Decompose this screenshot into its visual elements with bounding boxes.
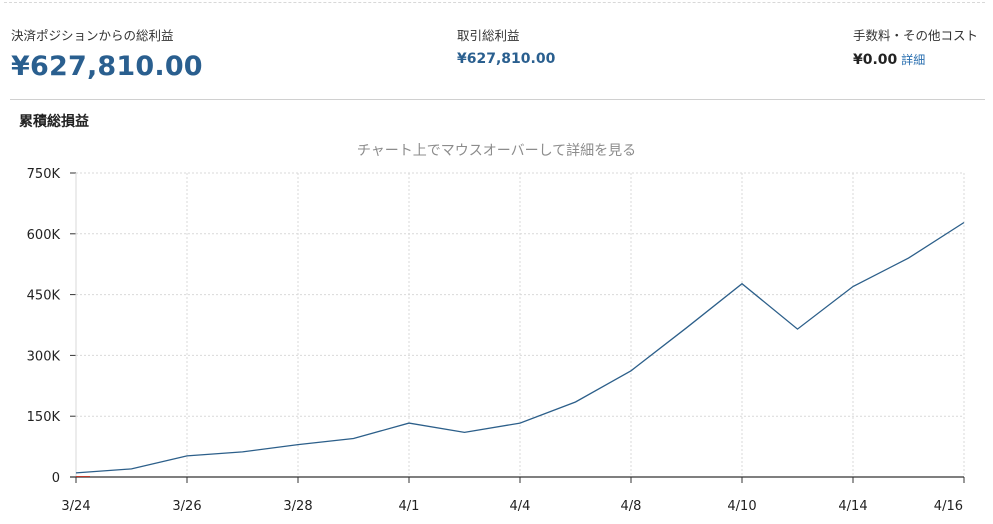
data-point[interactable]: [295, 442, 301, 448]
data-point[interactable]: [184, 453, 190, 459]
data-point[interactable]: [462, 429, 468, 435]
data-point[interactable]: [406, 420, 412, 426]
y-tick-label: 300K: [27, 349, 61, 364]
data-point[interactable]: [628, 368, 634, 374]
series-line[interactable]: [75, 221, 965, 474]
data-point[interactable]: [850, 283, 856, 289]
y-axis-tick-labels: 0 150K 300K 450K 600K 750K: [27, 167, 61, 486]
top-rule: [4, 2, 985, 3]
x-tick-label: 4/1: [399, 499, 420, 514]
y-tick-label: 0: [52, 471, 60, 486]
series-layer: [73, 220, 967, 476]
fees-details-link[interactable]: 詳細: [901, 53, 926, 67]
x-tick-label: 4/4: [510, 499, 531, 514]
data-point[interactable]: [684, 325, 690, 331]
data-point[interactable]: [129, 466, 135, 472]
data-point[interactable]: [240, 449, 246, 455]
data-point[interactable]: [351, 435, 357, 441]
y-tick-label: 750K: [27, 167, 61, 182]
x-tick-label: 3/24: [61, 499, 90, 514]
fees-stat: 手数料・その他コスト ¥0.00 詳細: [853, 25, 978, 68]
profit-summary: 決済ポジションからの総利益 ¥627,810.00 取引総利益 ¥627,810…: [0, 0, 993, 100]
x-tick-label: 4/16: [934, 499, 963, 514]
fees-value-row: ¥0.00 詳細: [853, 51, 978, 68]
grid-lines: [75, 172, 965, 477]
fees-label: 手数料・その他コスト: [853, 28, 979, 43]
x-tick-label: 4/14: [838, 499, 867, 514]
data-point[interactable]: [739, 281, 745, 287]
axes: [70, 172, 965, 483]
closed-profit-stat: 決済ポジションからの総利益 ¥627,810.00: [11, 25, 203, 82]
closed-profit-value: ¥627,810.00: [11, 51, 203, 82]
y-tick-label: 600K: [27, 228, 61, 243]
data-point[interactable]: [573, 399, 579, 405]
x-axis-tick-labels: 3/24 3/26 3/28 4/1 4/4 4/8 4/10 4/14 4/16: [61, 499, 963, 514]
x-tick-label: 3/28: [283, 499, 312, 514]
y-tick-label: 450K: [27, 289, 61, 304]
x-tick-label: 3/26: [172, 499, 201, 514]
gross-profit-value: ¥627,810.00: [457, 51, 556, 67]
data-point[interactable]: [795, 326, 801, 332]
data-point[interactable]: [961, 220, 967, 226]
chart-title: 累積総損益: [19, 114, 89, 130]
closed-profit-label: 決済ポジションからの総利益: [11, 28, 174, 43]
gross-profit-label: 取引総利益: [457, 28, 520, 43]
data-point[interactable]: [906, 255, 912, 261]
data-point[interactable]: [73, 470, 79, 476]
data-point[interactable]: [517, 420, 523, 426]
y-tick-label: 150K: [27, 410, 61, 425]
gross-profit-stat: 取引総利益 ¥627,810.00: [457, 25, 555, 67]
chart-hover-hint: チャート上でマウスオーバーして詳細を見る: [356, 143, 637, 159]
fees-value: ¥0.00: [853, 52, 898, 68]
section-divider: [10, 99, 985, 100]
x-tick-label: 4/10: [727, 499, 756, 514]
x-tick-label: 4/8: [621, 499, 642, 514]
